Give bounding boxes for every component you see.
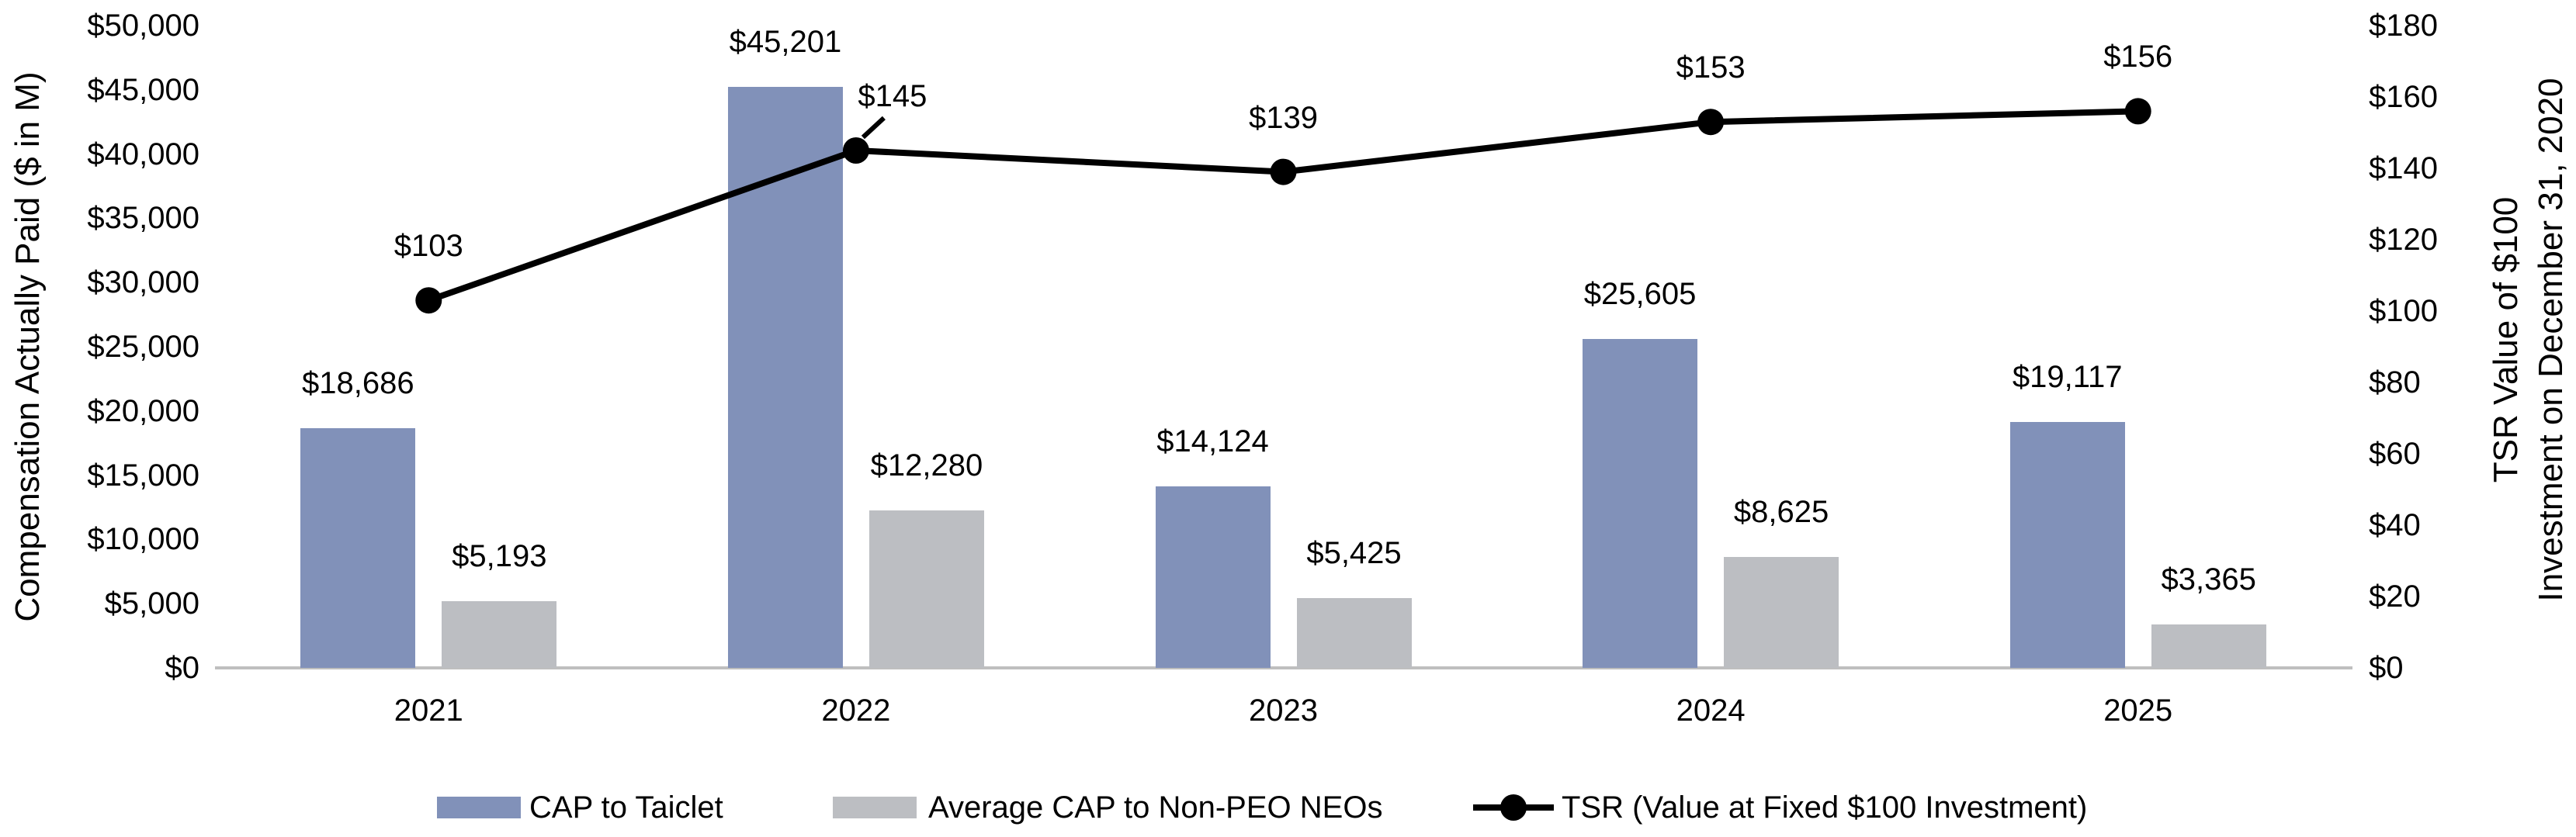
tsr-value-label: $145 xyxy=(858,79,927,113)
right-axis-tick-label: $60 xyxy=(2369,437,2421,471)
right-axis-tick-label: $80 xyxy=(2369,365,2421,399)
bar-value-label: $19,117 xyxy=(2012,360,2123,395)
tsr-value-label: $139 xyxy=(1249,100,1318,135)
right-axis-tick-label: $160 xyxy=(2369,80,2438,114)
x-axis-label-2022: 2022 xyxy=(821,693,891,728)
bar-avg-cap-neos-2025 xyxy=(2151,624,2266,668)
left-axis-tick-label: $40,000 xyxy=(87,137,199,171)
bar-avg-cap-neos-2022 xyxy=(868,510,984,668)
right-axis-tick-label: $0 xyxy=(2369,651,2404,685)
bar-cap-taiclet-2021 xyxy=(300,427,416,668)
right-axis-tick-label: $100 xyxy=(2369,294,2438,328)
tsr-data-point-2024 xyxy=(1697,109,1725,136)
right-axis-tick-label: $40 xyxy=(2369,508,2421,542)
data-label-leader-line xyxy=(861,116,886,140)
tsr-value-label: $156 xyxy=(2103,40,2173,74)
left-axis-tick-label: $25,000 xyxy=(87,330,199,364)
legend-label-cap-to-taiclet: CAP to Taiclet xyxy=(529,790,723,825)
right-axis-tick-label: $120 xyxy=(2369,223,2438,257)
bar-value-label: $18,686 xyxy=(302,365,414,400)
right-axis-tick-label: $180 xyxy=(2369,9,2438,43)
bar-value-label: $45,201 xyxy=(729,25,842,60)
x-axis-label-2021: 2021 xyxy=(394,693,463,728)
bar-value-label: $12,280 xyxy=(870,448,983,482)
left-axis-tick-label: $0 xyxy=(165,651,200,685)
left-axis-tick-label: $20,000 xyxy=(87,393,199,428)
x-axis-label-2024: 2024 xyxy=(1676,693,1746,728)
bar-cap-taiclet-2025 xyxy=(2009,422,2125,668)
legend-swatch-cap-to-taiclet xyxy=(437,797,521,818)
tsr-data-point-2025 xyxy=(2124,98,2151,125)
bar-value-label: $5,425 xyxy=(1306,536,1402,571)
bar-value-label: $5,193 xyxy=(452,539,547,573)
left-axis-tick-label: $15,000 xyxy=(87,458,199,493)
legend-swatch-average-cap-non-peo-neos xyxy=(833,797,917,818)
bar-cap-taiclet-2022 xyxy=(727,87,843,668)
tsr-line xyxy=(427,108,2138,303)
bar-avg-cap-neos-2023 xyxy=(1296,598,1412,668)
tsr-value-label: $103 xyxy=(394,229,463,264)
left-axis-tick-label: $35,000 xyxy=(87,201,199,236)
bar-value-label: $8,625 xyxy=(1733,495,1829,530)
right-axis-tick-label: $20 xyxy=(2369,579,2421,614)
bar-avg-cap-neos-2021 xyxy=(442,601,557,668)
tsr-data-point-2021 xyxy=(415,287,442,314)
x-axis-label-2023: 2023 xyxy=(1249,693,1318,728)
legend-label-average-cap-non-peo-neos: Average CAP to Non-PEO NEOs xyxy=(928,790,1383,825)
tsr-data-point-2023 xyxy=(1270,158,1297,185)
bar-cap-taiclet-2024 xyxy=(1583,338,1698,668)
legend-line-marker-dot xyxy=(1500,794,1527,821)
left-axis-tick-label: $45,000 xyxy=(87,72,199,107)
legend-label-tsr: TSR (Value at Fixed $100 Investment) xyxy=(1562,790,2088,825)
left-axis-tick-label: $10,000 xyxy=(87,522,199,557)
bar-value-label: $14,124 xyxy=(1156,424,1269,459)
tsr-data-point-2022 xyxy=(842,137,869,164)
bar-cap-taiclet-2023 xyxy=(1155,486,1271,668)
tsr-value-label: $153 xyxy=(1676,50,1746,85)
left-axis-tick-label: $5,000 xyxy=(104,586,199,621)
bar-value-label: $25,605 xyxy=(1583,276,1697,311)
right-axis-tick-label: $140 xyxy=(2369,151,2438,185)
x-axis-label-2025: 2025 xyxy=(2103,693,2173,728)
bar-value-label: $3,365 xyxy=(2161,562,2256,597)
left-axis-tick-label: $30,000 xyxy=(87,265,199,300)
bar-avg-cap-neos-2024 xyxy=(1724,557,1839,668)
x-axis-line xyxy=(215,666,2352,669)
left-axis-tick-label: $50,000 xyxy=(87,9,199,43)
